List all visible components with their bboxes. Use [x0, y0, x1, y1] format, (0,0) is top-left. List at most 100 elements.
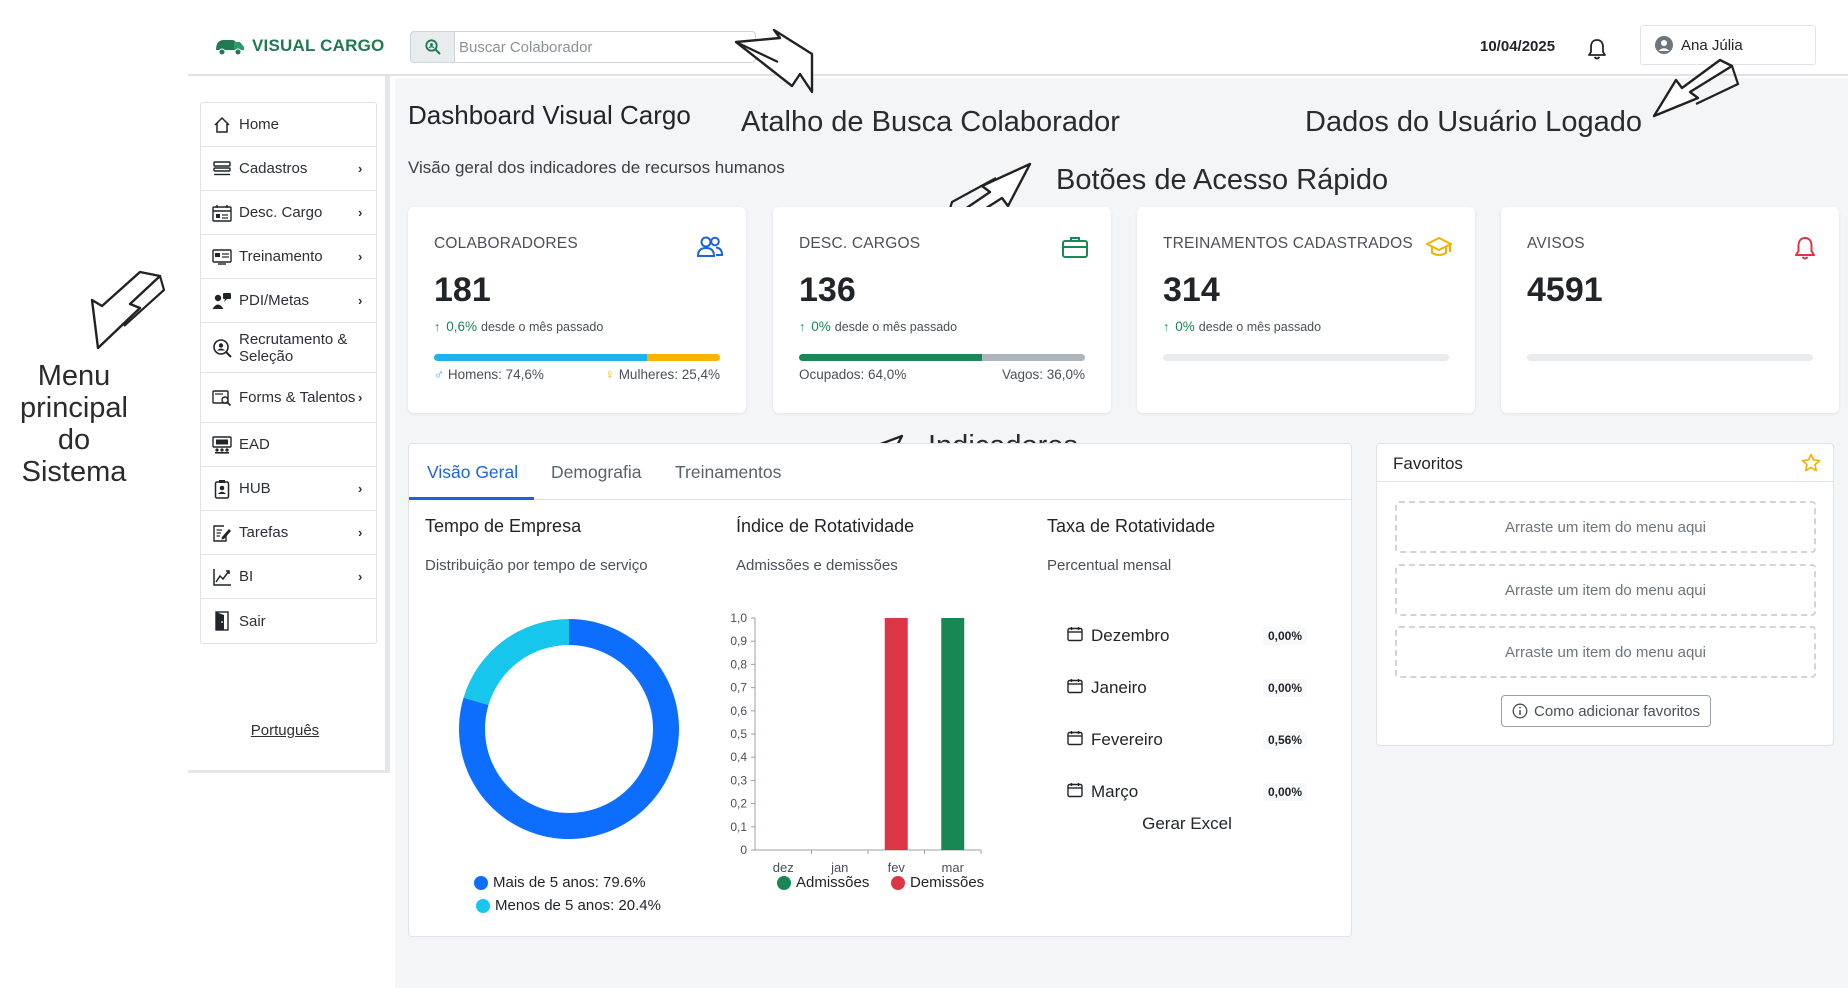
search-icon [424, 39, 441, 55]
export-excel-button[interactable]: Gerar Excel [1142, 814, 1232, 833]
bar-demissões-fev [884, 618, 908, 850]
legend-swatch [777, 875, 791, 890]
tab-visao-geral[interactable]: Visão Geral [427, 462, 519, 482]
language-selector[interactable]: Português [250, 722, 320, 739]
indicators-panel: Visão Geral Demografia Treinamentos Temp… [408, 443, 1352, 937]
card-treinamentos[interactable]: TREINAMENTOS CADASTRADOS 314 ↑ 0% desde o … [1137, 207, 1475, 413]
taxa-month-row: Dezembro 0,00% [1067, 621, 1307, 651]
chevron-right-icon: › [358, 390, 363, 405]
sidebar-item-recrutamento[interactable]: Recrutamento & Seleção [201, 323, 376, 373]
x-tick-label: dez [773, 860, 794, 875]
sidebar-item-hub[interactable]: HUB › [201, 467, 376, 511]
annotation-arrow-user [1652, 58, 1734, 118]
x-tick-label: fev [888, 860, 906, 875]
card-title: TREINAMENTOS CADASTRADOS [1163, 235, 1413, 252]
donut-slice-1 [463, 619, 569, 706]
card-avisos[interactable]: AVISOS 4591 [1501, 207, 1839, 413]
y-tick-label: 0,2 [730, 797, 747, 811]
card-progress-bar [1527, 354, 1813, 361]
card-desc-cargos[interactable]: DESC. CARGOS 136 ↑ 0% desde o mês passado … [773, 207, 1111, 413]
favorite-drop-slot[interactable]: Arraste um item do menu aqui [1395, 564, 1816, 616]
month-rate: 0,00% [1262, 627, 1307, 645]
brand-logo[interactable]: VISUAL CARGO [214, 33, 384, 59]
annotation-quick-access: Botões de Acesso Rápido [1056, 164, 1389, 196]
search-input[interactable] [454, 31, 756, 63]
x-tick-label: jan [830, 860, 848, 875]
search-button[interactable] [410, 31, 454, 63]
tab-treinamentos[interactable]: Treinamentos [675, 462, 782, 482]
how-to-add-favorites-button[interactable]: Como adicionar favoritos [1501, 695, 1711, 727]
sidebar-item-treinamento[interactable]: Treinamento › [201, 235, 376, 279]
taxa-month-row: Março 0,00% [1067, 777, 1307, 807]
notifications-button[interactable] [1586, 37, 1608, 66]
sidebar-item-sair[interactable]: Sair [201, 599, 376, 643]
calendar-icon [1067, 626, 1083, 647]
tempo-donut-chart [459, 619, 679, 839]
favorites-title: Favoritos [1393, 454, 1463, 473]
y-tick-label: 1,0 [730, 611, 747, 625]
annotation-menu: Menu principal do Sistema [20, 360, 128, 488]
briefcase-icon [1061, 235, 1089, 264]
graduation-cap-icon [1425, 235, 1453, 264]
month-name: Janeiro [1091, 678, 1147, 697]
progress-segment-0 [799, 354, 983, 361]
tempo-subtitle: Distribuição por tempo de serviço [425, 557, 648, 574]
rotatividade-bar-chart: 0 0,1 0,2 0,3 0,4 0,5 0,6 0,7 0,8 0,9 1,0 dez jan fev… [730, 611, 982, 875]
favorite-drop-slot[interactable]: Arraste um item do menu aqui [1395, 626, 1816, 678]
info-icon [1512, 703, 1528, 719]
card-value: 181 [434, 271, 491, 309]
current-date: 10/04/2025 [1480, 38, 1556, 55]
star-icon[interactable] [1801, 453, 1821, 478]
sidebar-item-ead[interactable]: EAD [201, 423, 376, 467]
chevron-right-icon: › [358, 249, 363, 264]
bar-admissões-mar [941, 618, 965, 850]
card-progress-bar [1163, 354, 1449, 361]
legend-swatch [476, 898, 490, 913]
tempo-title: Tempo de Empresa [425, 516, 582, 536]
sidebar-item-cadastros[interactable]: Cadastros › [201, 147, 376, 191]
month-rate: 0,56% [1262, 731, 1307, 749]
user-chat-icon [211, 291, 233, 311]
card-title: DESC. CARGOS [799, 235, 921, 252]
search-bar [410, 31, 756, 63]
chart-line-icon [211, 567, 233, 587]
y-tick-label: 0,9 [730, 634, 747, 648]
chevron-right-icon: › [358, 161, 363, 176]
bell-icon [1588, 39, 1606, 60]
list-icon [211, 159, 233, 179]
user-menu[interactable]: Ana Júlia [1640, 25, 1816, 65]
sidebar-item-desc-cargo[interactable]: Desc. Cargo › [201, 191, 376, 235]
legend-item-mais-5: Mais de 5 anos: 79.6% [474, 874, 646, 891]
legend-item-demissoes: Demissões [891, 874, 984, 891]
chevron-right-icon: › [358, 293, 363, 308]
chevron-right-icon: › [358, 481, 363, 496]
card-delta: ↑ 0% desde o mês passado [1163, 319, 1322, 334]
month-rate: 0,00% [1262, 679, 1307, 697]
sidebar-item-forms-talentos[interactable]: Forms & Talentos › [201, 373, 376, 423]
sidebar-item-pdi-metas[interactable]: PDI/Metas › [201, 279, 376, 323]
sidebar-item-bi[interactable]: BI › [201, 555, 376, 599]
task-edit-icon [211, 523, 233, 543]
tab-demografia[interactable]: Demografia [551, 462, 642, 482]
form-search-icon [211, 388, 233, 408]
favorite-drop-slot[interactable]: Arraste um item do menu aqui [1395, 501, 1816, 553]
card-footer: Ocupados: 64,0% Vagos: 36,0% [799, 367, 1085, 382]
y-tick-label: 0 [740, 843, 747, 857]
annotation-search: Atalho de Busca Colaborador [741, 106, 1120, 138]
legend-swatch [891, 875, 905, 890]
classroom-icon [211, 435, 233, 455]
sidebar-item-tarefas[interactable]: Tarefas › [201, 511, 376, 555]
user-name: Ana Júlia [1681, 36, 1743, 54]
users-icon [696, 235, 724, 264]
rotatividade-subtitle: Admissões e demissões [736, 557, 898, 574]
presentation-icon [211, 247, 233, 267]
truck-logo-icon [216, 40, 244, 56]
card-colaboradores[interactable]: COLABORADORES 181 ↑ 0,6% desde o mês passa… [408, 207, 746, 413]
x-tick-label: mar [942, 860, 965, 875]
female-icon: ♀ [604, 367, 615, 382]
sidebar-item-home[interactable]: Home [201, 103, 376, 147]
favorites-header: Favoritos [1377, 444, 1833, 482]
card-title: AVISOS [1527, 235, 1585, 252]
legend-swatch [474, 875, 488, 890]
